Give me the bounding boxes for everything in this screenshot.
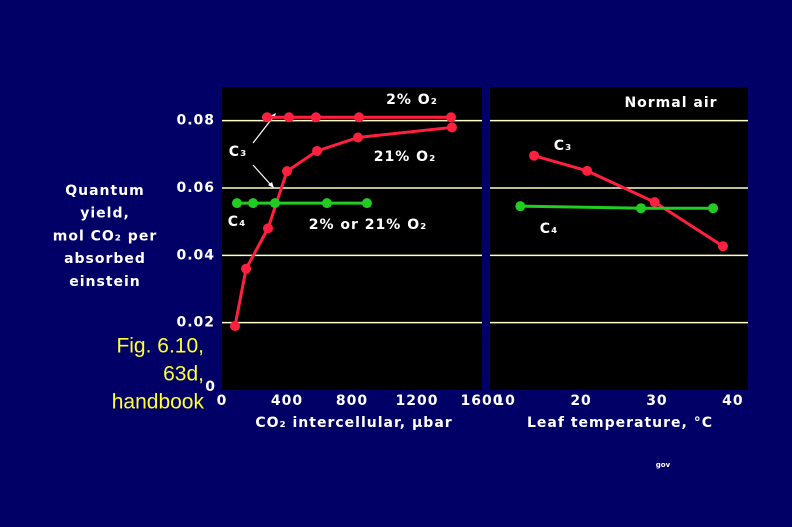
y-tick-label: 0.06	[176, 180, 215, 196]
data-point	[321, 198, 332, 209]
data-point	[310, 112, 321, 123]
data-point	[649, 197, 660, 208]
caption: handbook	[112, 391, 205, 414]
data-point	[582, 165, 593, 176]
y-axis-label: yield,	[80, 206, 130, 222]
data-point	[283, 112, 294, 123]
x-tick-label: 30	[646, 393, 667, 409]
data-point	[515, 201, 526, 212]
data-point	[231, 198, 242, 209]
arrow-head	[268, 182, 274, 188]
y-axis-label: mol CO₂ per	[53, 228, 157, 244]
x-axis-label: Leaf temperature, °C	[527, 415, 713, 431]
y-tick-label: 0	[205, 379, 216, 395]
x-tick-label: 10	[494, 393, 515, 409]
data-point	[353, 112, 364, 123]
x-tick-label: 0	[217, 393, 228, 409]
data-point	[708, 203, 719, 214]
panel-left	[222, 87, 482, 390]
x-tick-label: 40	[722, 393, 743, 409]
series-label: 21% O₂	[374, 149, 436, 165]
series-label: C₄	[540, 221, 558, 237]
data-point	[636, 203, 647, 214]
data-point	[262, 223, 273, 234]
data-point	[529, 150, 540, 161]
series-line	[533, 154, 724, 248]
x-tick-label: 400	[271, 393, 303, 409]
panel-title: Normal air	[624, 95, 717, 111]
series-label: C₃	[554, 138, 572, 154]
x-tick-label: 1200	[396, 393, 439, 409]
y-tick-label: 0.02	[176, 315, 215, 331]
data-point	[248, 198, 259, 209]
y-axis-label: Quantum	[65, 183, 145, 199]
caption: Fig. 6.10,	[116, 335, 204, 358]
annotation: C₃	[229, 144, 247, 160]
data-point	[241, 263, 252, 274]
x-tick-label: 800	[336, 393, 368, 409]
caption: 63d,	[163, 363, 204, 386]
arrow	[252, 164, 272, 186]
data-point	[269, 198, 280, 209]
data-point	[282, 166, 292, 177]
data-point	[446, 122, 457, 133]
x-tick-label: 1600	[461, 393, 504, 409]
y-tick-label: 0.08	[176, 113, 215, 129]
data-point	[353, 132, 364, 143]
footer: gov	[656, 461, 671, 469]
series-label: 2% or 21% O₂	[309, 217, 427, 233]
series-label: 2% O₂	[386, 92, 438, 108]
data-point	[717, 241, 728, 252]
data-point	[361, 198, 372, 209]
data-point	[230, 321, 240, 332]
annotation: C₄	[228, 214, 246, 230]
x-axis-label: CO₂ intercellular, µbar	[255, 415, 452, 431]
data-point	[312, 145, 323, 156]
y-axis-label: absorbed	[64, 251, 146, 267]
y-axis-label: einstein	[69, 274, 141, 290]
data-point	[262, 112, 273, 123]
y-tick-label: 0.04	[176, 247, 215, 263]
panel-right	[490, 87, 748, 390]
x-tick-label: 20	[570, 393, 591, 409]
data-point	[445, 112, 456, 123]
